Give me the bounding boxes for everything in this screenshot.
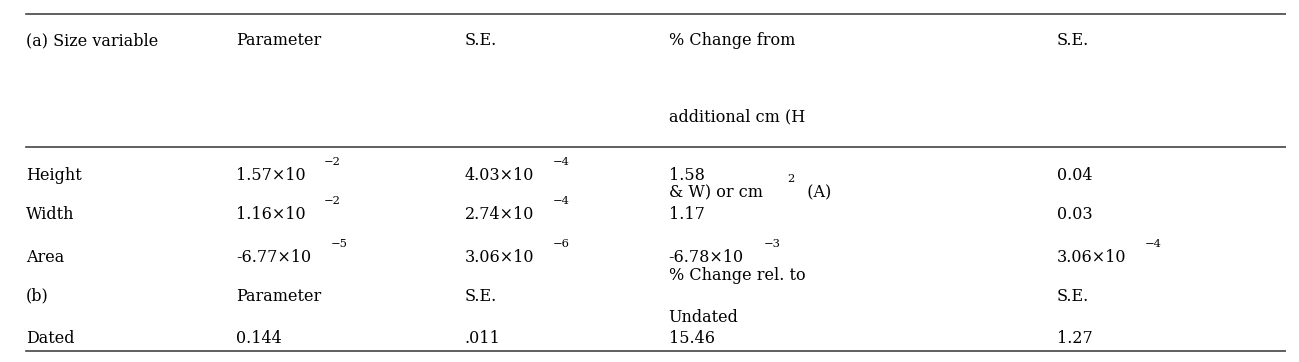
Text: 0.144: 0.144 [235, 331, 282, 348]
Text: % Change from: % Change from [669, 32, 795, 49]
Text: 1.27: 1.27 [1057, 331, 1092, 348]
Text: Undated: Undated [669, 309, 738, 326]
Text: % Change rel. to: % Change rel. to [669, 266, 805, 283]
Text: 3.06×10: 3.06×10 [465, 249, 534, 266]
Text: 3.06×10: 3.06×10 [1057, 249, 1126, 266]
Text: 1.58: 1.58 [669, 167, 704, 184]
Text: 4.03×10: 4.03×10 [465, 167, 534, 184]
Text: −4: −4 [552, 196, 569, 206]
Text: −3: −3 [764, 239, 781, 249]
Text: 1.16×10: 1.16×10 [235, 206, 305, 223]
Text: Parameter: Parameter [235, 32, 321, 49]
Text: Height: Height [26, 167, 82, 184]
Text: S.E.: S.E. [1057, 32, 1089, 49]
Text: −4: −4 [552, 157, 569, 167]
Text: S.E.: S.E. [1057, 288, 1089, 305]
Text: 1.57×10: 1.57×10 [235, 167, 305, 184]
Text: Parameter: Parameter [235, 288, 321, 305]
Text: & W) or cm: & W) or cm [669, 185, 763, 202]
Text: -6.78×10: -6.78×10 [669, 249, 744, 266]
Text: .011: .011 [465, 331, 500, 348]
Text: Dated: Dated [26, 331, 74, 348]
Text: −2: −2 [323, 196, 340, 206]
Text: 15.46: 15.46 [669, 331, 714, 348]
Text: −4: −4 [1144, 239, 1161, 249]
Text: 2.74×10: 2.74×10 [465, 206, 534, 223]
Text: -6.77×10: -6.77×10 [235, 249, 310, 266]
Text: 1.17: 1.17 [669, 206, 704, 223]
Text: (A): (A) [796, 185, 831, 202]
Text: & W) or cm: & W) or cm [669, 185, 763, 202]
Text: 2: 2 [787, 174, 795, 184]
Text: −6: −6 [553, 239, 570, 249]
Text: 0.03: 0.03 [1057, 206, 1092, 223]
Text: −2: −2 [323, 157, 340, 167]
Text: −5: −5 [331, 239, 348, 249]
Text: additional cm (H: additional cm (H [669, 108, 805, 125]
Text: (a) Size variable: (a) Size variable [26, 32, 158, 49]
Text: Width: Width [26, 206, 74, 223]
Text: 0.04: 0.04 [1057, 167, 1092, 184]
Text: Area: Area [26, 249, 64, 266]
Text: S.E.: S.E. [465, 288, 498, 305]
Text: S.E.: S.E. [465, 32, 498, 49]
Text: (b): (b) [26, 288, 48, 305]
